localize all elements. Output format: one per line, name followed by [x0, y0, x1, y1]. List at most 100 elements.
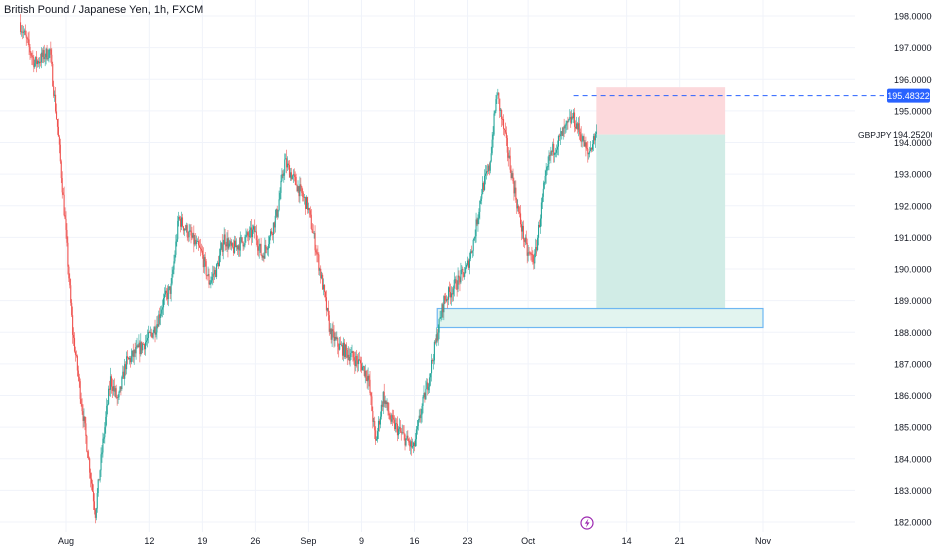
candle-up: [284, 153, 286, 180]
candle-up: [173, 254, 175, 275]
candle-down: [236, 244, 238, 256]
candle-body: [590, 147, 592, 152]
candle-down: [134, 342, 136, 358]
candle-body: [404, 434, 406, 446]
candle-down: [123, 366, 125, 379]
candle-up: [264, 237, 266, 260]
candle-body: [354, 360, 356, 367]
candle-down: [357, 354, 359, 373]
candle-body: [489, 161, 491, 171]
candle-body: [204, 257, 206, 262]
candle-down: [381, 401, 383, 412]
candle-body: [493, 113, 495, 135]
candle-body: [538, 224, 540, 238]
candle-down: [125, 361, 127, 376]
candle-body: [180, 218, 182, 227]
candle-body: [506, 138, 508, 153]
candle-up: [161, 305, 163, 317]
candle-body: [574, 126, 577, 129]
candle-down: [111, 378, 113, 398]
candle-body: [167, 288, 169, 300]
candle-body: [79, 381, 81, 400]
candle-down: [467, 258, 470, 271]
candle-body: [151, 333, 153, 338]
candle-down: [225, 241, 227, 250]
candle-down: [217, 255, 220, 269]
candle-body: [563, 127, 565, 129]
candle-down: [587, 141, 589, 163]
candle-up: [121, 375, 123, 391]
candle-body: [512, 173, 514, 182]
candle-down: [411, 436, 413, 456]
candle-body: [495, 99, 497, 112]
candle-up: [270, 228, 272, 241]
candle-body: [426, 382, 428, 389]
candle-up: [559, 127, 561, 145]
candle-up: [457, 267, 459, 293]
candle-body: [47, 58, 49, 60]
candle-up: [218, 248, 220, 267]
candle-body: [216, 262, 219, 265]
candle-body: [230, 241, 232, 246]
candle-body: [40, 52, 42, 63]
candle-body: [256, 240, 258, 248]
candle-down: [182, 225, 184, 235]
candle-down: [26, 36, 28, 44]
candle-body: [212, 273, 214, 277]
candle-body: [31, 55, 33, 57]
candle-down: [532, 250, 534, 265]
candle-down: [60, 159, 62, 184]
candle-up: [485, 165, 488, 180]
candle-down: [456, 280, 458, 297]
candle-body: [560, 131, 562, 135]
candle-body: [555, 152, 557, 154]
candle-body: [443, 296, 445, 313]
candle-body: [337, 337, 339, 347]
candle-down: [399, 420, 401, 434]
candle-up: [234, 235, 236, 255]
candle-body: [194, 239, 196, 245]
candle-body: [74, 351, 77, 355]
candle-down: [503, 128, 506, 137]
candle-up: [582, 135, 584, 142]
candle-body: [273, 222, 275, 228]
chart-title: British Pound / Japanese Yen, 1h, FXCM: [4, 4, 204, 16]
candle-body: [224, 234, 226, 245]
candle-body: [276, 208, 278, 217]
candle-up: [140, 333, 142, 357]
candle-body: [278, 199, 280, 210]
candle-up: [274, 209, 276, 233]
candle-body: [486, 171, 488, 173]
candle-body: [274, 215, 276, 228]
candle-body: [335, 336, 337, 339]
candle-up: [245, 228, 247, 243]
candle-down: [369, 371, 371, 396]
candle-up: [222, 239, 224, 260]
candle-up: [362, 365, 364, 371]
candle-body: [408, 440, 410, 443]
candle-up: [589, 146, 591, 158]
candle-down: [53, 80, 55, 98]
candle-down: [52, 61, 54, 87]
candle-down: [190, 224, 192, 244]
candle-up: [460, 262, 462, 285]
candle-up: [418, 409, 420, 423]
candle-body: [133, 350, 135, 357]
candle-down: [301, 185, 303, 197]
candle-body: [497, 92, 499, 96]
candle-down: [407, 430, 409, 441]
candle-body: [364, 370, 366, 376]
candle-body: [346, 349, 348, 358]
candle-body: [26, 37, 28, 39]
x-tick-label: 21: [675, 536, 685, 546]
candle-body: [559, 134, 561, 137]
candle-body: [121, 377, 123, 390]
candle-down: [403, 425, 405, 441]
candle-down: [92, 484, 95, 510]
candle-body: [89, 458, 91, 473]
candle-down: [359, 356, 362, 372]
candle-body: [102, 438, 104, 453]
candle-body: [43, 50, 45, 60]
